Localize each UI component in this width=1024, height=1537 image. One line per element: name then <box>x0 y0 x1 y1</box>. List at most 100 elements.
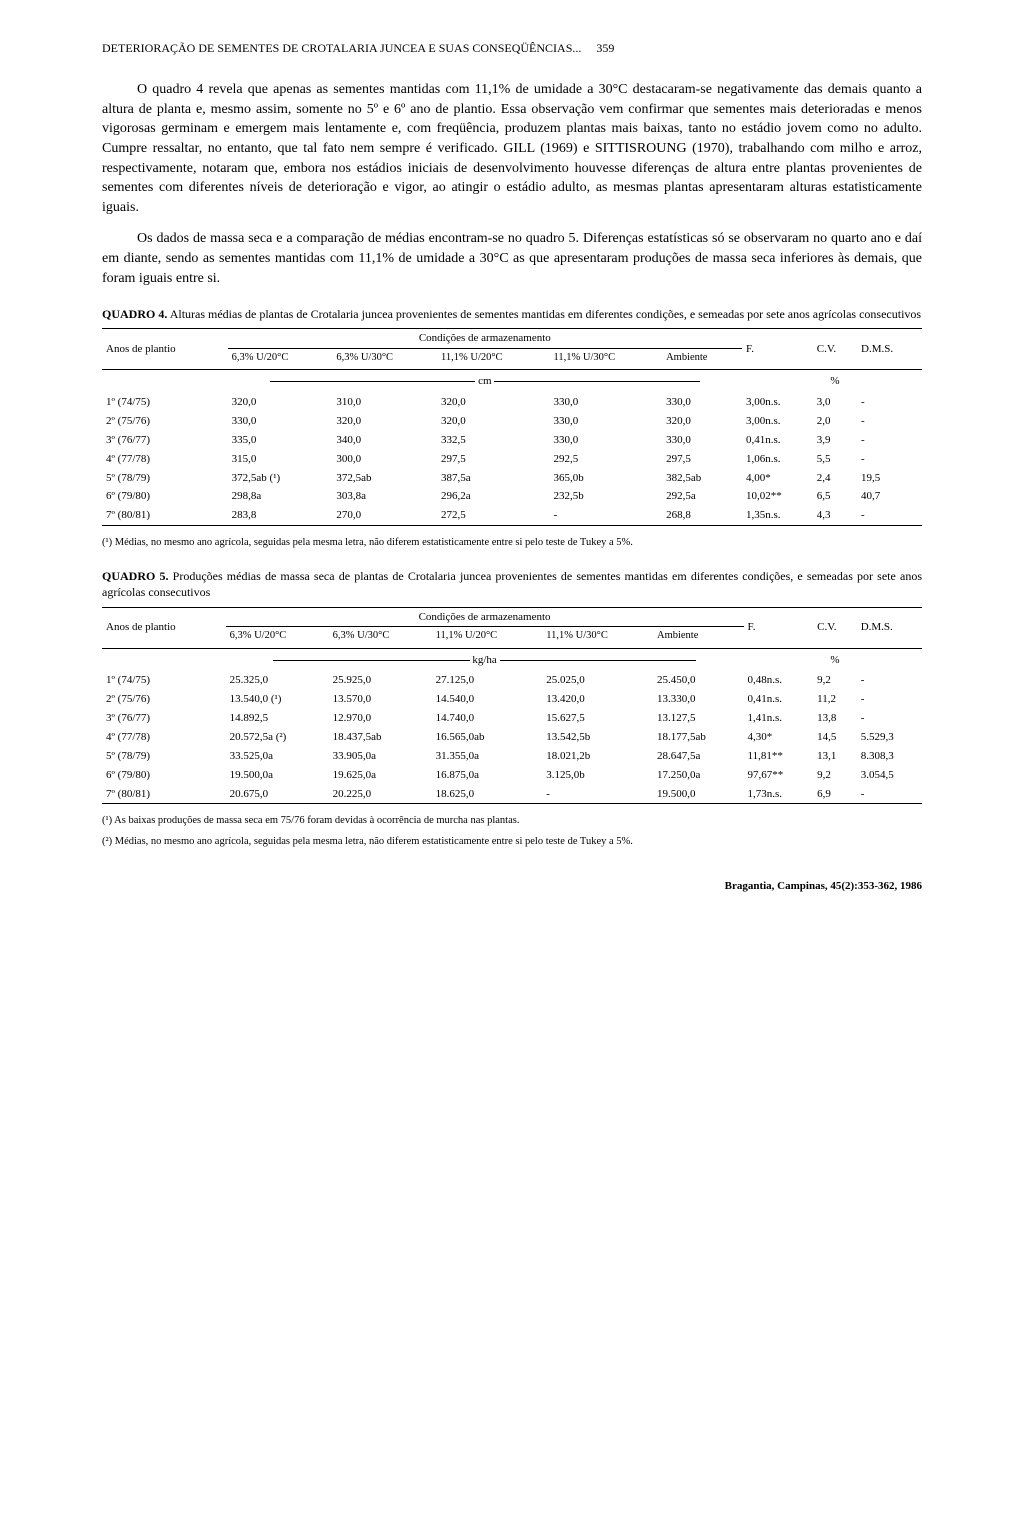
t5-cell: 18.625,0 <box>432 785 543 804</box>
table5-caption: QUADRO 5. Produções médias de massa seca… <box>102 568 922 600</box>
table4-footnote-1: (¹) Médias, no mesmo ano agrícola, segui… <box>102 536 922 550</box>
t4-row: 5º (78/79)372,5ab (¹)372,5ab387,5a365,0b… <box>102 469 922 488</box>
table4-label: QUADRO 4. <box>102 307 167 321</box>
t5-cell: 20.225,0 <box>329 785 432 804</box>
t5-dms: D.M.S. <box>861 621 893 633</box>
table5-footnote-2: (²) Médias, no mesmo ano agrícola, segui… <box>102 835 922 849</box>
t5-col1: 6,3% U/20°C <box>226 627 329 648</box>
t4-row: 3º (76/77)335,0340,0332,5330,0330,00,41n… <box>102 431 922 450</box>
t4-cell: 382,5ab <box>662 469 742 488</box>
t5-cell: 14,5 <box>813 728 857 747</box>
t4-row: 6º (79/80)298,8a303,8a296,2a232,5b292,5a… <box>102 487 922 506</box>
t4-cell: - <box>857 450 922 469</box>
t4-cell: 320,0 <box>437 412 550 431</box>
t4-row: 4º (77/78)315,0300,0297,5292,5297,51,06n… <box>102 450 922 469</box>
t5-cell: 0,41n.s. <box>744 690 814 709</box>
t4-cell: 310,0 <box>332 393 437 412</box>
table4-caption-text: Alturas médias de plantas de Crotalaria … <box>170 307 921 321</box>
t5-cv: C.V. <box>817 621 836 633</box>
t4-cell: 0,41n.s. <box>742 431 813 450</box>
t5-cell: 5.529,3 <box>857 728 922 747</box>
t5-cell: 18.437,5ab <box>329 728 432 747</box>
t5-cell: 19.500,0 <box>653 785 744 804</box>
t5-cell: 97,67** <box>744 766 814 785</box>
t5-cell: 9,2 <box>813 766 857 785</box>
t5-cell: 6,9 <box>813 785 857 804</box>
t5-cell: 4,30* <box>744 728 814 747</box>
t4-cell: 365,0b <box>550 469 663 488</box>
t4-cell: 335,0 <box>228 431 333 450</box>
t5-cell: 18.177,5ab <box>653 728 744 747</box>
t4-cell: 297,5 <box>662 450 742 469</box>
t5-row: 1º (74/75)25.325,025.925,027.125,025.025… <box>102 671 922 690</box>
t4-f: F. <box>746 343 754 355</box>
t5-row: 4º (77/78)20.572,5a (²)18.437,5ab16.565,… <box>102 728 922 747</box>
t4-cell: 40,7 <box>857 487 922 506</box>
t5-row: 2º (75/76)13.540,0 (¹)13.570,014.540,013… <box>102 690 922 709</box>
t4-cell: 372,5ab (¹) <box>228 469 333 488</box>
t4-col5: Ambiente <box>662 349 742 370</box>
t4-cell: 5º (78/79) <box>102 469 228 488</box>
t5-row: 5º (78/79)33.525,0a33.905,0a31.355,0a18.… <box>102 747 922 766</box>
t4-col1: 6,3% U/20°C <box>228 349 333 370</box>
t5-cell: 2º (75/76) <box>102 690 226 709</box>
t5-cell: 13.542,5b <box>542 728 653 747</box>
t4-cell: 3,00n.s. <box>742 393 813 412</box>
t5-cell: 20.675,0 <box>226 785 329 804</box>
t4-cell: 330,0 <box>228 412 333 431</box>
t4-cell: 7º (80/81) <box>102 506 228 525</box>
table4-caption: QUADRO 4. Alturas médias de plantas de C… <box>102 306 922 322</box>
t4-cell: 315,0 <box>228 450 333 469</box>
t4-cell: 232,5b <box>550 487 663 506</box>
t5-cell: - <box>857 785 922 804</box>
t4-cell: 283,8 <box>228 506 333 525</box>
t5-cell: 25.325,0 <box>226 671 329 690</box>
t5-cell: 11,81** <box>744 747 814 766</box>
t4-cell: 2,0 <box>813 412 857 431</box>
t4-cell: 387,5a <box>437 469 550 488</box>
t4-cell: 270,0 <box>332 506 437 525</box>
t5-cell: 5º (78/79) <box>102 747 226 766</box>
t4-cell: 2,4 <box>813 469 857 488</box>
t4-cell: 4,3 <box>813 506 857 525</box>
t4-cell: 330,0 <box>550 393 663 412</box>
t5-row: 6º (79/80)19.500,0a19.625,0a16.875,0a3.1… <box>102 766 922 785</box>
t5-cell: - <box>857 690 922 709</box>
t4-col3: 11,1% U/20°C <box>437 349 550 370</box>
t4-cell: 3º (76/77) <box>102 431 228 450</box>
t5-cell: 3º (76/77) <box>102 709 226 728</box>
t5-cell: 7º (80/81) <box>102 785 226 804</box>
t4-cell: 332,5 <box>437 431 550 450</box>
t4-cell: 272,5 <box>437 506 550 525</box>
t4-cell: 268,8 <box>662 506 742 525</box>
paragraph-2: Os dados de massa seca e a comparação de… <box>102 229 922 288</box>
page-number: 359 <box>596 41 614 55</box>
t5-cell: 4º (77/78) <box>102 728 226 747</box>
t5-cell: 1,41n.s. <box>744 709 814 728</box>
t4-cell: 6,5 <box>813 487 857 506</box>
t4-cell: 298,8a <box>228 487 333 506</box>
t5-cell: 8.308,3 <box>857 747 922 766</box>
t4-cell: 330,0 <box>662 393 742 412</box>
t4-col4: 11,1% U/30°C <box>550 349 663 370</box>
table5-label: QUADRO 5. <box>102 569 169 583</box>
t5-cell: - <box>542 785 653 804</box>
t4-cell: 19,5 <box>857 469 922 488</box>
t5-cell: 20.572,5a (²) <box>226 728 329 747</box>
t4-unit-pct: % <box>813 370 857 393</box>
t4-cell: 4,00* <box>742 469 813 488</box>
t4-cell: 330,0 <box>550 412 663 431</box>
t4-cell: - <box>550 506 663 525</box>
t4-cell: 2º (75/76) <box>102 412 228 431</box>
t5-cell: 25.925,0 <box>329 671 432 690</box>
t5-cell: 31.355,0a <box>432 747 543 766</box>
t4-cell: 372,5ab <box>332 469 437 488</box>
t5-cell: 14.892,5 <box>226 709 329 728</box>
t5-cell: 1º (74/75) <box>102 671 226 690</box>
t4-cell: 4º (77/78) <box>102 450 228 469</box>
t5-cell: 25.025,0 <box>542 671 653 690</box>
t4-row: 2º (75/76)330,0320,0320,0330,0320,03,00n… <box>102 412 922 431</box>
t5-cell: - <box>857 671 922 690</box>
t5-col5: Ambiente <box>653 627 744 648</box>
t4-cell: 292,5 <box>550 450 663 469</box>
